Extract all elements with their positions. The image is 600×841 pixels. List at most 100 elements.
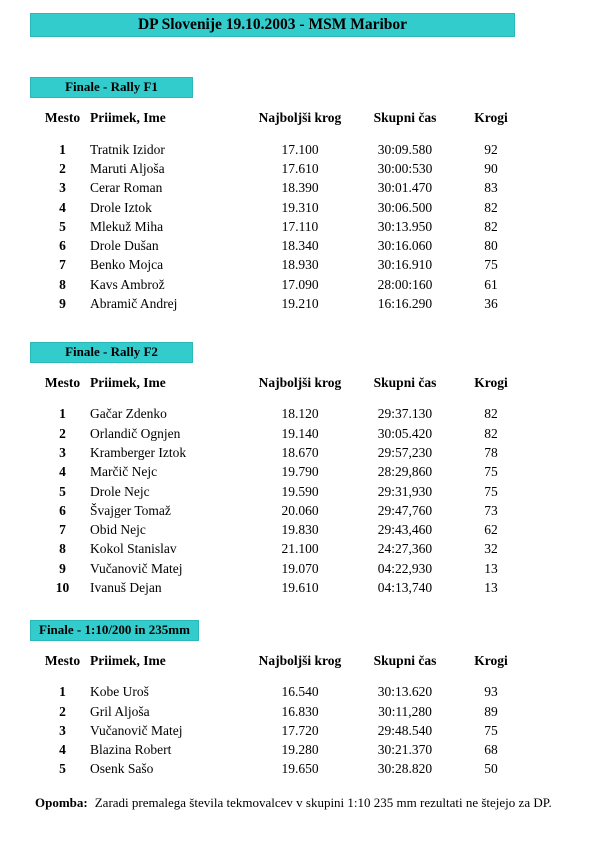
cell-name: Obid Nejc	[90, 522, 146, 538]
cell-laps: 90	[484, 160, 498, 176]
column-header-priimek-ime: Priimek, Ime	[90, 110, 166, 125]
table-row: 7 Obid Nejc 19.830 29:43,460 62	[35, 520, 522, 539]
cell-total-time: 29:31,930	[377, 483, 433, 499]
cell-mesto: 1	[59, 141, 66, 157]
column-header-krogi: Krogi	[474, 110, 508, 125]
cell-total-time: 30:00:530	[377, 160, 433, 176]
cell-best-lap: 18.930	[281, 257, 319, 273]
cell-name: Gačar Zdenko	[90, 406, 167, 422]
cell-mesto: 5	[59, 218, 66, 234]
cell-total-time: 30:01.470	[377, 180, 433, 196]
cell-total-time: 29:43,460	[377, 522, 433, 538]
cell-name: Ivanuš Dejan	[90, 579, 162, 595]
table-row: 7 Benko Mojca 18.930 30:16.910 75	[35, 256, 522, 275]
cell-total-time: 30:28.820	[377, 761, 433, 777]
cell-mesto: 7	[59, 522, 66, 538]
cell-laps: 82	[484, 425, 498, 441]
column-header-najboljsi-krog: Najboljši krog	[258, 110, 342, 125]
table-row: 5 Osenk Sašo 19.650 30:28.820 50	[35, 760, 522, 779]
column-header-skupni-cas: Skupni čas	[373, 110, 437, 125]
cell-mesto: 2	[59, 160, 66, 176]
cell-name: Drole Nejc	[90, 483, 150, 499]
table-row: 8 Kavs Ambrož 17.090 28:00:160 61	[35, 275, 522, 294]
table-row: 1 Tratnik Izidor 17.100 30:09.580 92	[35, 140, 522, 159]
cell-best-lap: 17.610	[281, 160, 319, 176]
cell-mesto: 6	[59, 238, 66, 254]
column-header-priimek-ime: Priimek, Ime	[90, 374, 166, 390]
table-row: 4 Drole Iztok 19.310 30:06.500 82	[35, 198, 522, 217]
section-heading-rally-f2: Finale - Rally F2	[30, 341, 193, 363]
section-heading-110-235mm: Finale - 1:10/200 in 235mm	[30, 619, 199, 641]
table-row: 9 Vučanovič Matej 19.070 04:22,930 13	[35, 559, 522, 578]
table-header-row: Mesto Priimek, Ime Najboljši krog Skupni…	[35, 375, 522, 405]
cell-mesto: 3	[59, 444, 66, 460]
cell-laps: 32	[484, 541, 498, 557]
cell-laps: 83	[484, 180, 498, 196]
cell-total-time: 29:57,230	[377, 444, 433, 460]
cell-total-time: 16:16.290	[377, 296, 433, 312]
cell-best-lap: 19.280	[281, 742, 319, 758]
section-110-235mm: Finale - 1:10/200 in 235mm Mesto Priimek…	[30, 619, 600, 779]
cell-laps: 93	[484, 684, 498, 700]
cell-name: Kobe Uroš	[90, 684, 149, 700]
results-document: { "title": "DP Slovenije 19.10.2003 - MS…	[0, 13, 600, 841]
cell-total-time: 29:37.130	[377, 406, 433, 422]
cell-laps: 13	[484, 579, 498, 595]
cell-name: Kokol Stanislav	[90, 541, 177, 557]
column-header-skupni-cas: Skupni čas	[373, 374, 437, 390]
cell-total-time: 24:27,360	[377, 541, 433, 557]
cell-mesto: 4	[59, 464, 66, 480]
cell-name: Kavs Ambrož	[90, 276, 165, 292]
cell-best-lap: 18.390	[281, 180, 319, 196]
cell-total-time: 29:48.540	[377, 722, 433, 738]
cell-mesto: 1	[59, 684, 66, 700]
cell-laps: 75	[484, 257, 498, 273]
results-table-110-235mm: Mesto Priimek, Ime Najboljši krog Skupni…	[35, 653, 522, 779]
cell-name: Mlekuž Miha	[90, 218, 164, 234]
cell-name: Kramberger Iztok	[90, 444, 187, 460]
column-header-mesto: Mesto	[44, 652, 81, 668]
table-row: 3 Cerar Roman 18.390 30:01.470 83	[35, 179, 522, 198]
cell-name: Maruti Aljoša	[90, 160, 165, 176]
cell-laps: 73	[484, 502, 498, 518]
cell-total-time: 30:21.370	[377, 742, 433, 758]
column-header-najboljsi-krog: Najboljši krog	[258, 374, 342, 390]
cell-best-lap: 21.100	[281, 541, 319, 557]
cell-best-lap: 17.090	[281, 276, 319, 292]
column-header-krogi: Krogi	[474, 652, 508, 668]
cell-best-lap: 16.830	[281, 703, 319, 719]
footnote: Opomba: Zaradi premalega števila tekmoval…	[35, 795, 600, 811]
cell-mesto: 6	[59, 502, 66, 518]
cell-total-time: 30:11,280	[378, 703, 432, 719]
cell-total-time: 29:47,760	[377, 502, 433, 518]
cell-total-time: 04:13,740	[377, 579, 433, 595]
table-row: 2 Gril Aljoša 16.830 30:11,280 89	[35, 702, 522, 721]
cell-best-lap: 17.110	[281, 218, 319, 234]
cell-laps: 75	[484, 483, 498, 499]
cell-name: Drole Iztok	[90, 199, 152, 215]
cell-laps: 92	[484, 141, 498, 157]
footnote-text: Zaradi premalega števila tekmovalcev v s…	[94, 795, 552, 811]
cell-mesto: 3	[59, 722, 66, 738]
cell-mesto: 8	[59, 541, 66, 557]
cell-best-lap: 19.830	[281, 522, 319, 538]
cell-name: Blazina Robert	[90, 742, 172, 758]
cell-mesto: 4	[59, 199, 66, 215]
cell-mesto: 2	[59, 425, 66, 441]
page-title: DP Slovenije 19.10.2003 - MSM Maribor	[30, 13, 515, 37]
cell-mesto: 9	[59, 296, 66, 312]
cell-best-lap: 19.650	[281, 761, 319, 777]
cell-total-time: 30:16.910	[377, 257, 433, 273]
cell-best-lap: 19.070	[281, 560, 319, 576]
cell-best-lap: 19.210	[281, 296, 319, 312]
section-rally-f1: Finale - Rally F1 Mesto Priimek, Ime Naj…	[30, 77, 600, 314]
table-row: 5 Drole Nejc 19.590 29:31,930 75	[35, 482, 522, 501]
section-heading-rally-f1: Finale - Rally F1	[30, 77, 193, 98]
cell-name: Drole Dušan	[90, 238, 159, 254]
results-table-rally-f2: Mesto Priimek, Ime Najboljši krog Skupni…	[35, 375, 522, 598]
cell-name: Orlandič Ognjen	[90, 425, 181, 441]
table-row: 4 Blazina Robert 19.280 30:21.370 68	[35, 741, 522, 760]
table-row: 9 Abramič Andrej 19.210 16:16.290 36	[35, 294, 522, 313]
cell-mesto: 5	[59, 761, 66, 777]
cell-name: Marčič Nejc	[90, 464, 158, 480]
